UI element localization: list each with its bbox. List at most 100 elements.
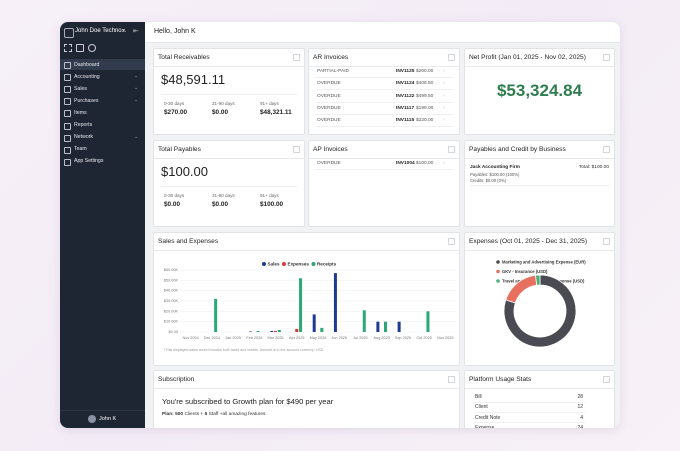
bar xyxy=(383,321,387,332)
nav-icon xyxy=(64,98,71,106)
plan-text: Plan: xyxy=(162,412,174,417)
business-credits: Credits: $0.00 (0%) xyxy=(470,178,507,183)
nav-icon xyxy=(64,122,71,130)
invoice-number[interactable]: INV1117 xyxy=(396,105,415,111)
bar xyxy=(376,321,380,332)
card-menu-icon[interactable] xyxy=(603,54,610,61)
x-tick-label: Jun 2025 xyxy=(331,336,347,340)
legend-swatch xyxy=(311,262,316,266)
nav-chevron: ⌄ xyxy=(134,85,139,92)
invoice-status[interactable]: OVERDUE xyxy=(317,81,341,87)
invoice-status[interactable]: OVERDUE xyxy=(317,161,341,166)
sidebar: John Doe Techno... ▾ ⇤ Dashboard Accounti… xyxy=(60,22,145,428)
nav-item[interactable]: Reports xyxy=(74,122,93,128)
legend-swatch xyxy=(496,279,500,283)
invoice-status[interactable]: OVERDUE xyxy=(317,105,341,111)
header: Hello, John K xyxy=(145,22,620,43)
divider xyxy=(161,94,297,95)
collapse-icon[interactable]: ⇤ xyxy=(133,28,139,35)
donut-slice xyxy=(503,274,577,348)
card-menu-icon[interactable] xyxy=(603,238,610,245)
nav-item[interactable]: App Settings xyxy=(74,158,104,165)
card-menu-icon[interactable] xyxy=(603,146,610,153)
user-name[interactable]: John K xyxy=(99,416,117,422)
plan-line: Plan: 500 Clients + 5 Staff +all amazing… xyxy=(162,412,265,417)
invoice-number[interactable]: INV1124 xyxy=(396,81,415,87)
company-name[interactable]: John Doe Techno... xyxy=(75,28,127,34)
y-tick-label: $30.00K xyxy=(164,299,179,303)
nav-icon xyxy=(64,62,71,69)
bucket-label: 31-90 days xyxy=(212,193,235,198)
bucket-amount: $48,321.11 xyxy=(260,109,292,116)
bar xyxy=(397,321,401,332)
dropdown-caret[interactable]: ▾ xyxy=(122,28,126,34)
card-menu-icon[interactable] xyxy=(293,146,300,153)
card-title: Platform Usage Stats xyxy=(469,376,532,383)
fullscreen-icon[interactable] xyxy=(64,44,72,52)
card-title: Payables and Credit by Business xyxy=(469,146,566,153)
net-profit-amount: $53,324.84 xyxy=(496,81,583,100)
legend-label: Expenses xyxy=(288,262,310,267)
legend-swatch xyxy=(262,262,266,266)
x-tick-label: Jul 2025 xyxy=(353,336,367,340)
invoice-number[interactable]: INV1115 xyxy=(396,118,415,124)
bucket-label: 91+ days xyxy=(260,193,279,198)
bar xyxy=(312,314,316,332)
bar xyxy=(249,331,253,332)
bar xyxy=(214,298,218,332)
card-title: AR Invoices xyxy=(313,54,349,61)
nav-item[interactable]: Team xyxy=(74,146,87,153)
y-tick-label: $60.00K xyxy=(164,268,179,272)
nav-item[interactable]: Sales xyxy=(74,85,87,92)
card-menu-icon[interactable] xyxy=(448,146,455,153)
plan-text: Staff xyxy=(208,412,219,417)
card-menu-icon[interactable] xyxy=(293,54,300,61)
bar-chart: $0.00 $10.00K $20.00K $30.00K $40.00K $50.00K… xyxy=(164,262,456,352)
invoice-amount: $220.00 xyxy=(416,118,434,124)
y-tick-label: $40.00K xyxy=(164,289,179,293)
help-icon[interactable] xyxy=(88,44,96,52)
card-header: AP Invoices xyxy=(309,141,459,159)
receivables-card: Total Receivables $48,591.11 0-30 days $270… xyxy=(153,48,305,135)
invoice-number[interactable]: INV1122 xyxy=(396,93,415,99)
user-avatar[interactable] xyxy=(88,415,96,423)
card-menu-icon[interactable] xyxy=(448,238,455,245)
legend-label: Receipts xyxy=(317,262,337,267)
legend-swatch xyxy=(282,262,287,266)
x-tick-label: Sep 2025 xyxy=(395,336,411,340)
invoice-status[interactable]: OVERDUE xyxy=(317,118,341,124)
invoice-status[interactable]: OVERDUE xyxy=(317,93,341,99)
nav-item[interactable]: Items xyxy=(74,109,87,116)
row-divider xyxy=(315,101,453,103)
card-title: Total Payables xyxy=(158,146,201,153)
card-header: Net Profit (Jan 01, 2025 - Nov 02, 2025) xyxy=(465,49,614,67)
business-name[interactable]: Jack Accounting Firm xyxy=(470,165,520,170)
plan-text: 500 xyxy=(175,412,184,417)
bucket-amount: $270.00 xyxy=(164,109,188,116)
usage-card: Platform Usage Stats Bill 28 Client 12 Credit… xyxy=(464,370,615,428)
nav-item[interactable]: Dashboard xyxy=(74,61,100,68)
card-header: Sales and Expenses xyxy=(154,233,459,251)
company-logo xyxy=(64,28,74,38)
nav-item[interactable]: Purchases xyxy=(74,97,99,104)
nav-item[interactable]: Accounting xyxy=(74,73,100,80)
nav-item[interactable]: Network xyxy=(74,134,94,141)
card-menu-icon[interactable] xyxy=(448,54,455,61)
card-menu-icon[interactable] xyxy=(448,376,455,383)
invoice-number[interactable]: INV1125 xyxy=(396,69,415,74)
card-menu-icon[interactable] xyxy=(603,376,610,383)
legend-label: GKV - Insurance (USD) xyxy=(502,269,548,274)
nav-chevron: ⌄ xyxy=(134,73,139,80)
apps-icon[interactable] xyxy=(76,44,84,52)
row-arrow: › xyxy=(443,80,445,87)
invoice-status[interactable]: PARTIAL-PAID xyxy=(317,69,349,74)
usage-label: Expense xyxy=(475,424,495,428)
invoice-amount: $499.50 xyxy=(416,93,434,99)
row-divider xyxy=(473,401,585,403)
y-tick-label: $0.00 xyxy=(168,330,178,334)
card-header: Total Receivables xyxy=(154,49,304,67)
x-tick-label: Jan 2025 xyxy=(225,336,241,340)
invoice-number[interactable]: INV1004 xyxy=(396,161,415,166)
bar xyxy=(320,327,324,332)
